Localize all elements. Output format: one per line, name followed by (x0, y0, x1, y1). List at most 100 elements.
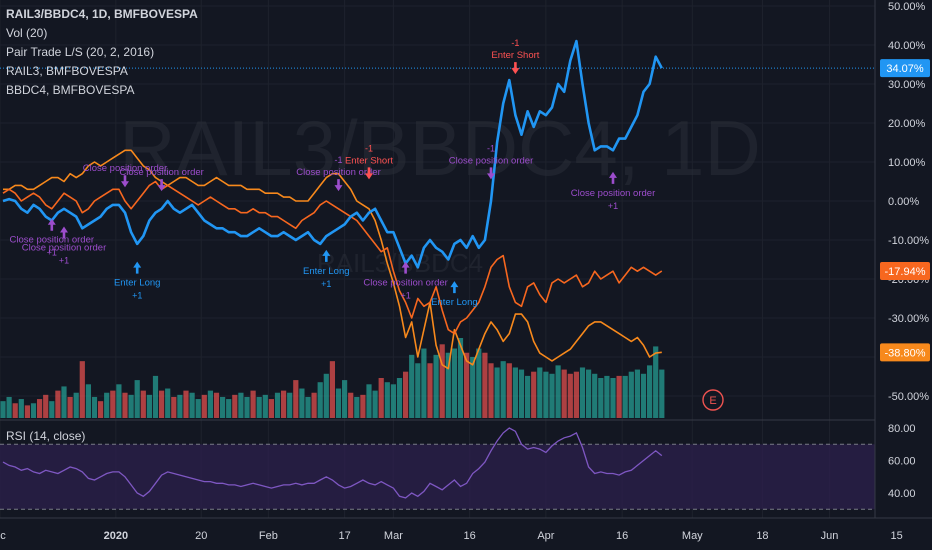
price-axis-tick: 0.00% (888, 196, 919, 208)
legend-rail3[interactable]: RAIL3, BMFBOVESPA (6, 64, 128, 78)
last-value-badge (880, 261, 930, 280)
volume-bar (579, 367, 586, 418)
time-axis-tick: Feb (259, 530, 278, 542)
volume-bar (299, 388, 305, 418)
long-signal-label: Enter Long (303, 266, 349, 277)
volume-bar (329, 361, 335, 418)
close-signal-label: Close position order (449, 155, 534, 166)
short-signal-arrow[interactable] (365, 167, 373, 180)
volume-bar (586, 369, 592, 418)
volume-bar (451, 348, 457, 418)
close-signal-arrow[interactable] (487, 167, 495, 180)
volume-bar (390, 384, 396, 418)
volume-bar (250, 390, 256, 418)
rsi-band (0, 444, 875, 510)
volume-bar (366, 384, 372, 418)
volume-bar (30, 403, 37, 418)
time-axis-tick: 16 (464, 530, 476, 542)
long-signal-arrow[interactable] (450, 281, 459, 294)
rsi-axis-tick: 60.00 (888, 456, 916, 468)
volume-bar (360, 394, 366, 418)
legend-vol[interactable]: Vol (20) (6, 26, 48, 40)
volume-bar (384, 382, 390, 418)
time-axis-tick: May (682, 530, 703, 542)
volume-bar (494, 367, 500, 418)
short-signal-arrow[interactable] (511, 62, 520, 75)
volume-bar (305, 396, 311, 418)
volume-bar (171, 396, 177, 418)
volume-bar (201, 394, 207, 418)
volume-bar (262, 394, 268, 418)
rsi-line[interactable] (2, 427, 663, 499)
time-axis-tick: 17 (338, 530, 350, 542)
volume-bar (67, 396, 73, 418)
legend-bbdc4[interactable]: BBDC4, BMFBOVESPA (6, 83, 135, 97)
last-value-label: -17.94% (885, 266, 926, 278)
long-signal-arrow[interactable] (133, 261, 142, 274)
volume-bar (409, 354, 415, 418)
volume-bar (274, 392, 281, 418)
volume-bar (634, 369, 640, 418)
ratio-series-line[interactable] (2, 39, 663, 269)
legend-symbol[interactable]: RAIL3/BBDC4, 1D, BMFBOVESPA (6, 7, 198, 21)
volume-bar (55, 390, 61, 418)
volume-bar (134, 380, 140, 418)
volume-bar (445, 352, 451, 418)
close-signal-arrow[interactable] (334, 179, 343, 192)
event-marker-icon[interactable] (702, 389, 724, 411)
volume-bar (348, 392, 354, 418)
time-axis-tick: 16 (616, 530, 628, 542)
signal-count: +1 (321, 279, 331, 289)
volume-bar (91, 396, 98, 418)
close-signal-label: Close position order (22, 243, 107, 254)
last-value-label: 34.07% (886, 63, 924, 75)
volume-bar (604, 375, 610, 418)
last-value-badge (880, 59, 930, 78)
volume-bar (311, 392, 317, 418)
close-signal-label: Close position order (10, 235, 95, 246)
volume-bar (506, 363, 512, 418)
bbdc4-series-line[interactable] (3, 149, 662, 370)
volume-bar (24, 405, 30, 418)
volume-bar (592, 373, 598, 418)
legend-rsi[interactable]: RSI (14, close) (6, 429, 86, 443)
volume-bar (244, 396, 250, 418)
volume-bar (573, 371, 579, 418)
rail3-series-line[interactable] (2, 180, 663, 335)
volume-bar (598, 378, 604, 418)
volume-bar (433, 354, 439, 418)
close-signal-arrow[interactable] (401, 261, 410, 274)
close-signal-arrow[interactable] (60, 226, 68, 239)
volume-bar (372, 390, 378, 418)
rsi-axis-tick: 80.00 (888, 423, 916, 435)
watermark-main: RAIL3/BBDC4, 1D (119, 104, 761, 192)
volume-bar (659, 369, 665, 418)
close-signal-arrow[interactable] (609, 171, 617, 184)
volume-bar (226, 399, 232, 418)
volume-bar (268, 399, 274, 418)
volume-bar (293, 380, 299, 418)
volume-bar (189, 392, 195, 418)
volume-bar (525, 375, 531, 418)
signal-count: +1 (59, 256, 69, 266)
volume-bar (256, 396, 262, 418)
volume-bar (482, 352, 488, 418)
close-signal-arrow[interactable] (121, 175, 129, 188)
volume-bar (640, 373, 647, 418)
close-signal-label: Close position order (296, 167, 381, 178)
price-axis-tick: 20.00% (888, 118, 926, 130)
volume-bar (159, 390, 165, 418)
volume-bar (317, 382, 323, 418)
long-signal-arrow[interactable] (322, 249, 331, 262)
price-axis-tick: 50.00% (888, 1, 926, 13)
volume-bar (439, 344, 445, 418)
legend-pair-trade[interactable]: Pair Trade L/S (20, 2, 2016) (6, 45, 155, 59)
volume-bar (61, 386, 67, 418)
volume-bar (6, 396, 12, 418)
close-signal-arrow[interactable] (47, 218, 56, 231)
close-signal-arrow[interactable] (157, 179, 166, 192)
volume-bar (0, 401, 6, 418)
volume-bar (335, 388, 342, 418)
volume-bar (561, 369, 567, 418)
